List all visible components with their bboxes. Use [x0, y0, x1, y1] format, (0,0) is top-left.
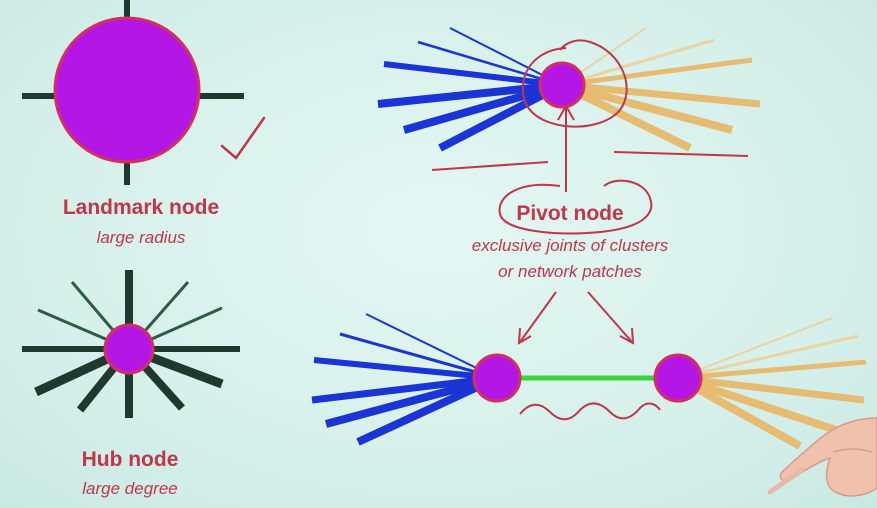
circle-annotation: [521, 39, 628, 128]
pivot-node-left: [472, 353, 522, 403]
pivot-subtitle-line2: or network patches: [498, 262, 642, 281]
landmark-title: Landmark node: [62, 196, 220, 219]
pivot-title: Pivot node: [516, 202, 624, 225]
blue-cluster-edge: [383, 61, 563, 88]
blue-cluster-edge: [311, 374, 498, 404]
orange-cluster-edge: [677, 374, 865, 404]
blue-cluster-edge: [377, 81, 563, 108]
underline-annotation-right: [613, 151, 749, 157]
arrow-annotation-right-head: [619, 327, 635, 345]
checkmark-annotation: [220, 116, 266, 160]
pivot-node-group: [377, 27, 761, 235]
pivot-subtitle-line1: exclusive joints of clusters: [471, 236, 669, 255]
wavy-annotation: [519, 402, 661, 421]
orange-cluster-edge: [677, 317, 833, 379]
pivot-label-loop: [498, 179, 653, 235]
blue-cluster-edge: [313, 357, 498, 381]
hub-title: Hub node: [81, 448, 179, 471]
arrow-annotation-right: [587, 291, 633, 343]
bridge-group: [311, 291, 867, 450]
pivot-node: [538, 61, 586, 109]
orange-cluster-edge: [560, 81, 734, 134]
blue-cluster-edge: [356, 374, 499, 446]
orange-cluster-edge: [677, 334, 859, 380]
hub-node-group: [22, 270, 240, 418]
landmark-node: [53, 16, 201, 164]
underline-annotation-left: [431, 161, 549, 171]
landmark-subtitle: large radius: [96, 228, 186, 247]
orange-cluster-edge: [676, 374, 838, 434]
orange-cluster-edge: [561, 38, 715, 87]
arrow-annotation-head: [557, 103, 575, 121]
arrow-annotation-left: [519, 291, 557, 343]
orange-cluster-edge: [561, 57, 753, 88]
hub-subtitle: large degree: [82, 479, 178, 498]
orange-cluster-edge: [561, 81, 761, 108]
orange-cluster-edge: [677, 359, 867, 381]
blue-cluster-edge: [402, 81, 564, 134]
blue-cluster-edge: [324, 374, 499, 428]
landmark-node-group: [22, 0, 266, 185]
orange-cluster-edge: [560, 81, 692, 152]
presenter-hand: [767, 417, 877, 497]
blue-cluster-edge: [417, 40, 563, 87]
arrow-annotation-left-head: [517, 327, 532, 345]
hub-node: [103, 323, 155, 375]
pivot-node-right: [653, 353, 703, 403]
blue-cluster-edge: [339, 332, 498, 380]
